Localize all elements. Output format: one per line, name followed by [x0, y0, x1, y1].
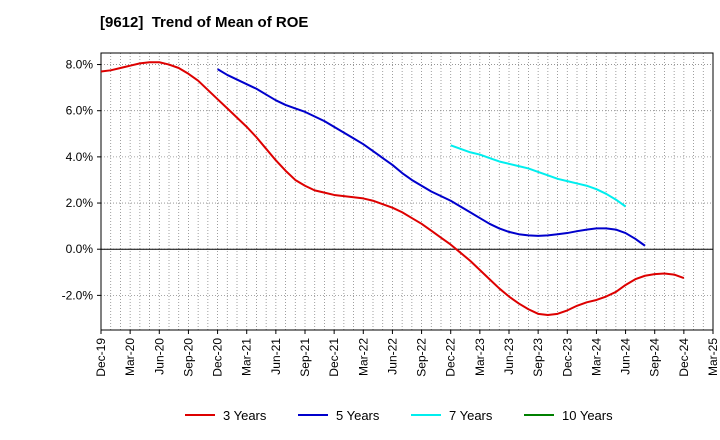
x-tick-label: Sep-22	[415, 338, 429, 377]
x-tick-label: Sep-20	[181, 338, 195, 377]
x-tick-label: Mar-24	[589, 338, 603, 376]
x-tick-label: Sep-23	[531, 338, 545, 377]
y-tick-label: -2.0%	[62, 288, 94, 302]
x-tick-label: Mar-25	[706, 338, 720, 376]
x-tick-label: Dec-23	[560, 338, 574, 377]
legend-label: 10 Years	[562, 408, 613, 423]
x-tick-label: Mar-23	[473, 338, 487, 376]
x-axis-tick-labels: Dec-19 Mar-20 Jun-20 Sep-20 Dec-20 Mar-21 Jun-…	[94, 330, 720, 377]
x-tick-label: Dec-24	[677, 338, 691, 377]
x-tick-label: Jun-23	[502, 338, 516, 375]
x-tick-label: Jun-21	[269, 338, 283, 375]
plot-frame	[100, 52, 714, 331]
chart-title: [9612] Trend of Mean of ROE	[100, 14, 309, 31]
x-tick-label: Dec-20	[211, 338, 225, 377]
y-tick-label: 4.0%	[66, 150, 94, 164]
legend-label: 3 Years	[223, 408, 267, 423]
x-tick-label: Sep-24	[648, 338, 662, 377]
legend-label: 5 Years	[336, 408, 380, 423]
x-tick-label: Dec-21	[327, 338, 341, 377]
legend: 3 Years 5 Years 7 Years 10 Years	[185, 408, 613, 423]
x-tick-label: Jun-24	[619, 338, 633, 375]
y-axis-tick-labels: 8.0% 6.0% 4.0% 2.0% 0.0% -2.0%	[62, 58, 101, 302]
x-tick-label: Mar-22	[356, 338, 370, 376]
x-tick-label: Sep-21	[298, 338, 312, 377]
y-tick-label: 6.0%	[66, 104, 94, 118]
x-tick-label: Jun-22	[385, 338, 399, 375]
series-line-3-years	[100, 61, 685, 316]
y-tick-label: 2.0%	[66, 196, 94, 210]
y-tick-label: 0.0%	[66, 242, 94, 256]
series-line-5-years	[217, 68, 646, 247]
series-line-7-years	[450, 144, 627, 208]
x-tick-label: Mar-21	[240, 338, 254, 376]
x-tick-label: Dec-19	[94, 338, 108, 377]
plot-area	[101, 53, 713, 330]
y-tick-label: 8.0%	[66, 58, 94, 72]
x-tick-label: Dec-22	[444, 338, 458, 377]
x-tick-label: Jun-20	[152, 338, 166, 375]
series-lines	[100, 61, 685, 316]
x-tick-label: Mar-20	[123, 338, 137, 376]
legend-label: 7 Years	[449, 408, 493, 423]
